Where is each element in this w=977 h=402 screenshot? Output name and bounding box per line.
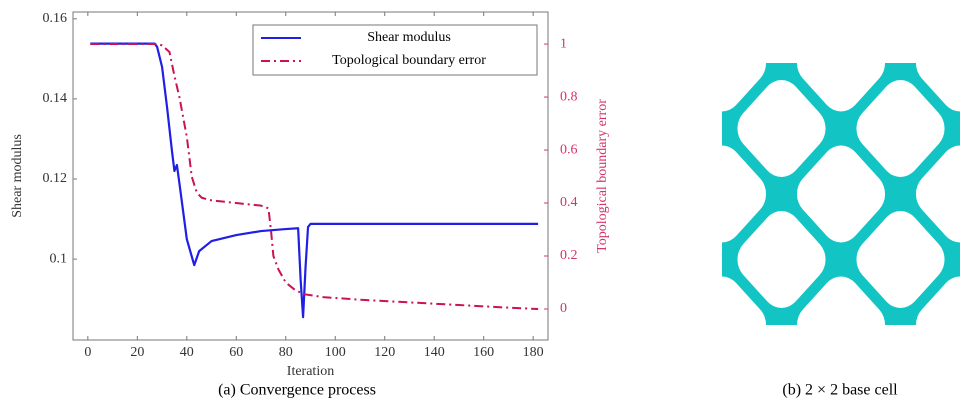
lattice-hole [722,145,767,243]
x-tick-label: 60 [229,345,243,360]
y-tick-label: 0.16 [43,11,68,26]
lattice-hole [796,276,886,325]
x-tick-label: 120 [374,345,395,360]
lattice-hole [856,211,945,308]
series-line [90,43,539,310]
lattice-hole [737,80,826,177]
caption: (a) Convergence process [218,382,376,399]
caption: (b) 2 × 2 base cell [782,382,898,399]
lattice-hole [722,276,767,325]
x-tick-label: 180 [523,345,544,360]
x-tick-label: 160 [473,345,494,360]
y2-tick-label: 0 [560,301,567,316]
x-tick-label: 140 [424,345,445,360]
x-tick-label: 20 [130,345,144,360]
y2-tick-label: 0.2 [560,248,578,263]
y2-tick-label: 0.4 [560,195,578,210]
y-tick-label: 0.1 [50,251,68,266]
y2-tick-label: 1 [560,36,567,51]
y2-axis-label: Topological boundary error [595,99,610,253]
lattice-hole [722,63,767,112]
lattice-hole [915,63,960,112]
lattice-hole [796,63,886,112]
y-axis-label: Shear modulus [10,134,25,218]
base-cell-image [722,63,960,325]
y2-tick-label: 0.6 [560,142,578,157]
x-tick-label: 100 [325,345,346,360]
y-tick-label: 0.14 [43,91,68,106]
x-tick-label: 0 [84,345,91,360]
legend-box [252,24,538,76]
lattice-hole [737,211,826,308]
lattice-hole [796,145,886,243]
x-axis-label: Iteration [287,364,334,379]
x-tick-label: 80 [279,345,293,360]
series-line [90,42,539,319]
lattice-hole [856,80,945,177]
y2-tick-label: 0.8 [560,89,578,104]
plot-frame [72,11,549,341]
legend-label: Topological boundary error [332,53,486,68]
y-tick-label: 0.12 [43,171,68,186]
legend-label: Shear modulus [367,30,451,45]
lattice-hole [915,145,960,243]
lattice-hole [915,276,960,325]
x-tick-label: 40 [180,345,194,360]
